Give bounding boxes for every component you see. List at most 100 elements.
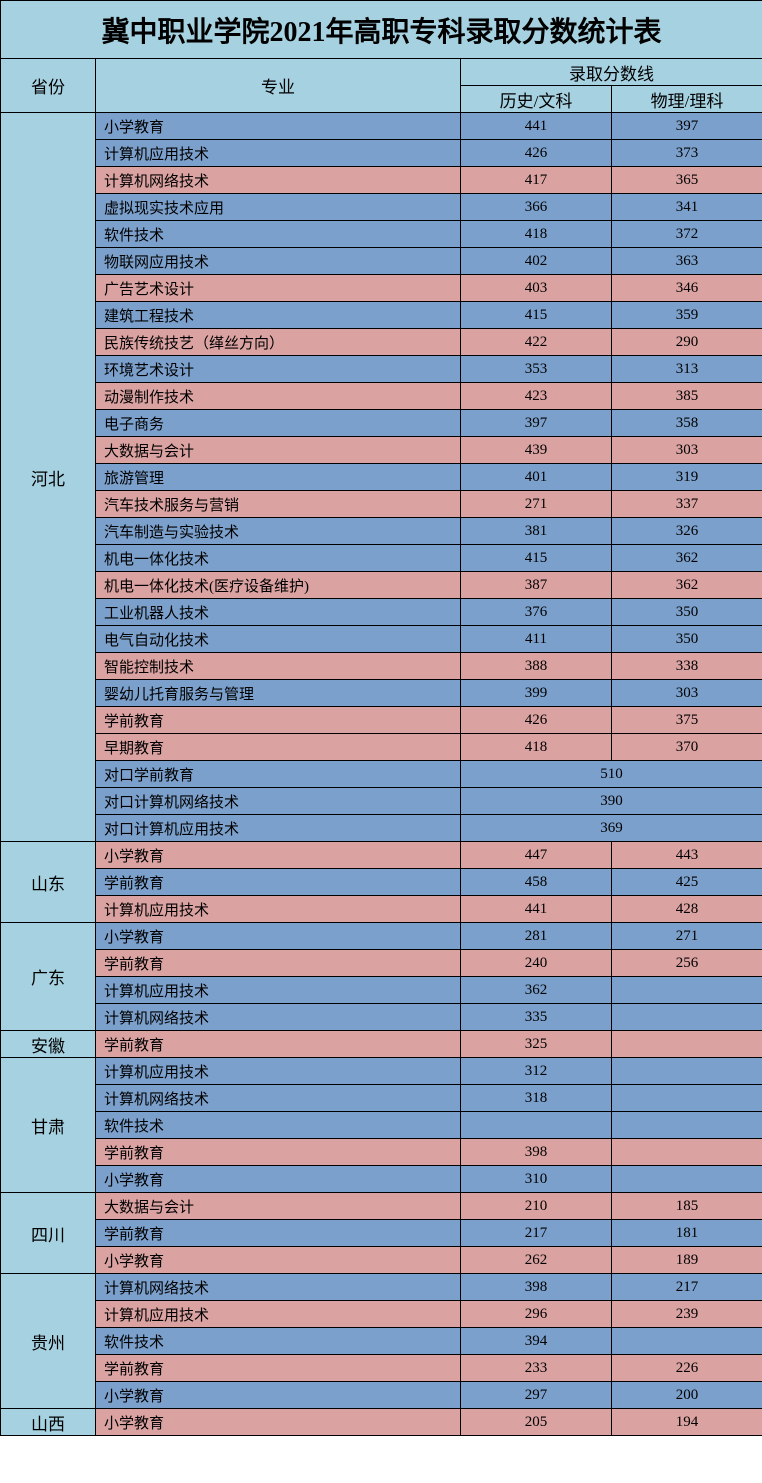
major-cell: 计算机应用技术 [96,977,461,1004]
table-row: 对口计算机应用技术369 [1,815,762,842]
score-physics: 338 [612,653,762,680]
score-history: 402 [461,248,612,275]
major-cell: 学前教育 [96,950,461,977]
table-row: 电气自动化技术411350 [1,626,762,653]
table-row: 学前教育398 [1,1139,762,1166]
score-history: 403 [461,275,612,302]
score-physics: 194 [612,1409,762,1436]
score-history: 233 [461,1355,612,1382]
table-row: 对口计算机网络技术390 [1,788,762,815]
score-history: 422 [461,329,612,356]
major-cell: 计算机应用技术 [96,1301,461,1328]
score-physics: 385 [612,383,762,410]
table-row: 汽车制造与实验技术381326 [1,518,762,545]
score-physics: 358 [612,410,762,437]
table-row: 学前教育240256 [1,950,762,977]
major-cell: 旅游管理 [96,464,461,491]
score-history: 398 [461,1139,612,1166]
major-cell: 小学教育 [96,1166,461,1193]
score-physics: 319 [612,464,762,491]
score-history: 281 [461,923,612,950]
score-physics: 326 [612,518,762,545]
score-physics: 362 [612,545,762,572]
table-row: 山西小学教育205194 [1,1409,762,1436]
major-cell: 婴幼儿托育服务与管理 [96,680,461,707]
major-cell: 学前教育 [96,1220,461,1247]
table-row: 软件技术394 [1,1328,762,1355]
table-row: 学前教育458425 [1,869,762,896]
table-row: 电子商务397358 [1,410,762,437]
admission-scores-table: 冀中职业学院2021年高职专科录取分数统计表省份专业录取分数线历史/文科物理/理… [0,0,762,1436]
header-score2: 物理/理科 [612,86,762,113]
table-row: 民族传统技艺（缂丝方向）422290 [1,329,762,356]
score-history: 417 [461,167,612,194]
score-physics [612,1058,762,1085]
header-major: 专业 [96,59,461,113]
score-history: 399 [461,680,612,707]
score-physics [612,1139,762,1166]
table-row: 大数据与会计439303 [1,437,762,464]
table-row: 计算机网络技术335 [1,1004,762,1031]
table-row: 甘肃计算机应用技术312 [1,1058,762,1085]
score-history: 398 [461,1274,612,1301]
table-row: 广告艺术设计403346 [1,275,762,302]
header-score-group: 录取分数线 [461,59,762,86]
province-cell: 山西 [1,1409,96,1436]
score-physics: 397 [612,113,762,140]
score-history: 418 [461,734,612,761]
major-cell: 计算机网络技术 [96,1085,461,1112]
table-row: 广东小学教育281271 [1,923,762,950]
score-history: 411 [461,626,612,653]
score-physics [612,1031,762,1058]
score-physics: 290 [612,329,762,356]
table-row: 软件技术 [1,1112,762,1139]
score-merged: 510 [461,761,762,788]
score-physics [612,1004,762,1031]
score-history: 353 [461,356,612,383]
table-row: 计算机应用技术426373 [1,140,762,167]
major-cell: 动漫制作技术 [96,383,461,410]
major-cell: 小学教育 [96,113,461,140]
score-history: 262 [461,1247,612,1274]
table-row: 小学教育297200 [1,1382,762,1409]
score-history: 310 [461,1166,612,1193]
score-physics [612,1166,762,1193]
major-cell: 学前教育 [96,1139,461,1166]
major-cell: 早期教育 [96,734,461,761]
score-physics [612,1085,762,1112]
header-score1: 历史/文科 [461,86,612,113]
score-history: 297 [461,1382,612,1409]
score-history [461,1112,612,1139]
score-history: 312 [461,1058,612,1085]
major-cell: 计算机网络技术 [96,1274,461,1301]
province-cell: 广东 [1,923,96,1031]
score-history: 376 [461,599,612,626]
major-cell: 民族传统技艺（缂丝方向） [96,329,461,356]
table-row: 计算机应用技术441428 [1,896,762,923]
major-cell: 小学教育 [96,842,461,869]
table-row: 四川大数据与会计210185 [1,1193,762,1220]
score-history: 401 [461,464,612,491]
score-physics: 271 [612,923,762,950]
major-cell: 软件技术 [96,1112,461,1139]
major-cell: 工业机器人技术 [96,599,461,626]
table-row: 学前教育426375 [1,707,762,734]
score-physics: 181 [612,1220,762,1247]
score-history: 366 [461,194,612,221]
major-cell: 汽车制造与实验技术 [96,518,461,545]
score-history: 441 [461,896,612,923]
major-cell: 对口学前教育 [96,761,461,788]
score-physics: 226 [612,1355,762,1382]
major-cell: 建筑工程技术 [96,302,461,329]
score-physics: 256 [612,950,762,977]
score-history: 387 [461,572,612,599]
score-physics: 443 [612,842,762,869]
major-cell: 物联网应用技术 [96,248,461,275]
table-row: 机电一体化技术(医疗设备维护)387362 [1,572,762,599]
major-cell: 小学教育 [96,1409,461,1436]
score-physics: 303 [612,680,762,707]
score-history: 439 [461,437,612,464]
score-history: 394 [461,1328,612,1355]
score-physics: 303 [612,437,762,464]
table-row: 学前教育217181 [1,1220,762,1247]
